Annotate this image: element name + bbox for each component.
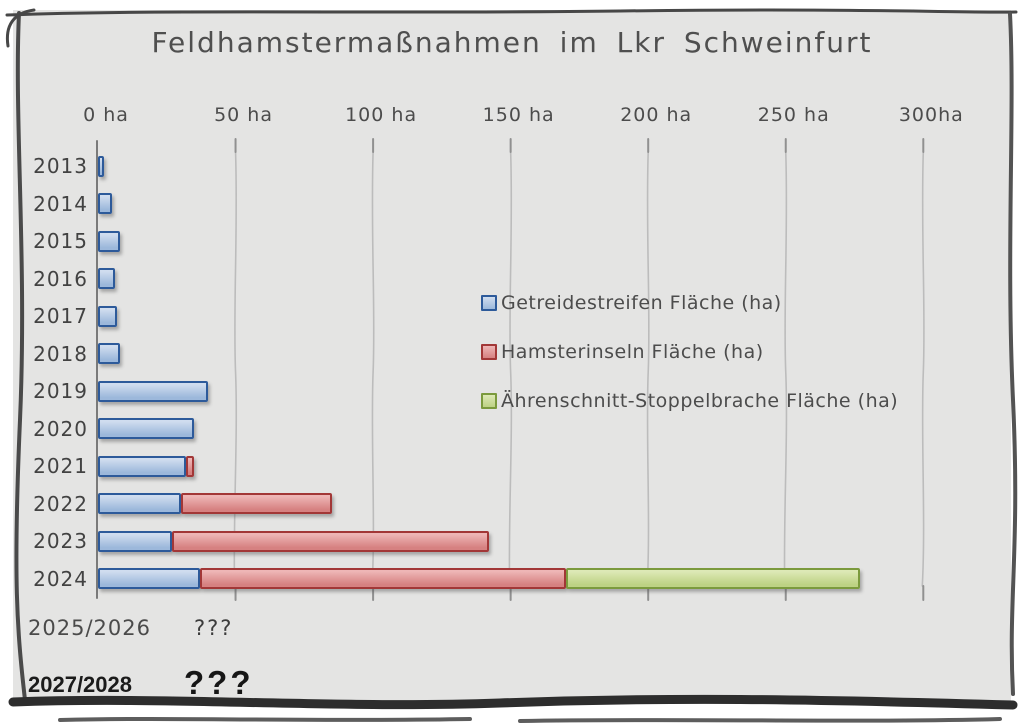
bar-segment-getreidestreifen	[98, 305, 118, 327]
y-axis-label: 2023	[33, 529, 88, 553]
bar-segment-getreidestreifen	[98, 380, 209, 402]
x-tick-label: 50 ha	[214, 104, 273, 126]
y-axis-label: 2016	[33, 266, 88, 291]
x-tick-label: 250 ha	[757, 104, 830, 126]
future-row: 2025/2026???	[0, 616, 1024, 642]
bar-segment-getreidestreifen	[98, 268, 115, 289]
bar-segment-getreidestreifen	[98, 418, 195, 439]
y-axis-label: 2018	[33, 341, 88, 366]
legend-item: Hamsterinseln Fläche (ha)	[481, 341, 764, 363]
legend-item: Getreidestreifen Fläche (ha)	[481, 292, 782, 314]
y-axis-label: 2024	[33, 566, 88, 591]
future-value: ???	[194, 616, 234, 640]
bar-segment-getreidestreifen	[98, 455, 187, 477]
legend-marker	[481, 344, 497, 360]
future-value: ???	[184, 664, 254, 701]
bar-segment-getreidestreifen	[98, 343, 120, 364]
y-axis-label: 2019	[33, 379, 88, 403]
y-axis-label: 2022	[33, 491, 88, 516]
y-axis-label: 2013	[33, 154, 88, 178]
x-tick-label: 300ha	[898, 104, 964, 126]
bar-segment-hamsterinseln	[186, 455, 195, 477]
bar-segment-getreidestreifen	[98, 230, 120, 252]
bar-segment-hamsterinseln	[180, 493, 332, 514]
frame-bottom-smudge-left	[58, 717, 472, 722]
y-axis-label: 2020	[33, 416, 88, 441]
legend-item: Ährenschnitt-Stoppelbrache Fläche (ha)	[481, 390, 898, 412]
frame-bottom-smudge-right	[518, 717, 1002, 723]
future-row: 2027/2028???	[0, 664, 1024, 701]
x-tick-label: 0 ha	[83, 104, 129, 126]
legend-marker	[481, 393, 497, 409]
bar-segment-getreidestreifen	[98, 193, 112, 214]
legend-marker	[481, 295, 497, 311]
y-axis-label: 2015	[33, 229, 88, 253]
x-tick-label: 200 ha	[620, 104, 693, 126]
bar-segment-hamsterinseln	[172, 530, 489, 552]
x-tick-label: 150 ha	[482, 104, 555, 126]
bar-segment-getreidestreifen	[98, 530, 173, 552]
chart-title: Feldhamstermaßnahmen im Lkr Schweinfurt	[151, 26, 873, 59]
future-year-label: 2027/2028	[28, 672, 132, 697]
legend-label: Getreidestreifen Fläche (ha)	[501, 292, 782, 314]
x-tick-label: 100 ha	[345, 104, 418, 126]
future-year-label: 2025/2026	[28, 616, 151, 640]
bar-segment-getreidestreifen	[98, 493, 181, 514]
y-axis-label: 2017	[33, 304, 88, 328]
legend-label: Ährenschnitt-Stoppelbrache Fläche (ha)	[501, 390, 899, 412]
bar-segment-hamsterinseln	[199, 568, 566, 589]
bar-segment-getreidestreifen	[98, 155, 104, 177]
y-axis-label: 2021	[33, 454, 88, 478]
bar-segment-getreidestreifen	[98, 568, 200, 589]
legend-label: Hamsterinseln Fläche (ha)	[501, 341, 764, 363]
bar-segment-aehrenschnitt	[565, 568, 860, 589]
y-axis-label: 2014	[33, 191, 88, 216]
